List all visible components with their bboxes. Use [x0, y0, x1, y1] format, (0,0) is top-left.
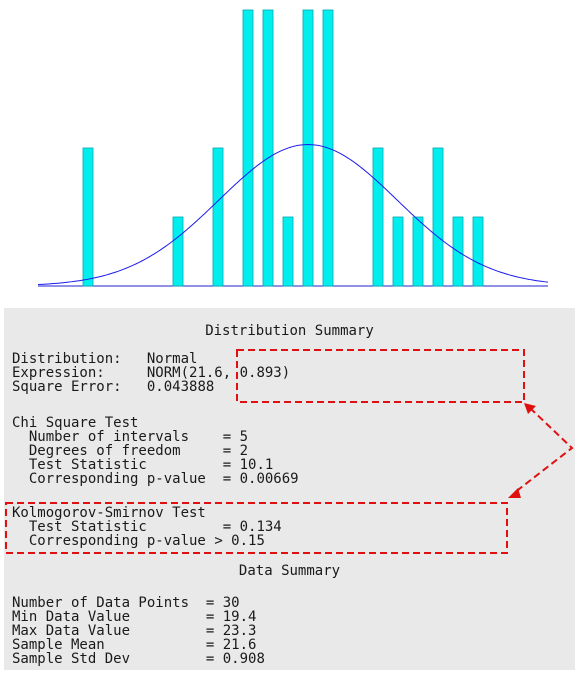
histogram-bar [472, 216, 484, 287]
sd-label: Sample Std Dev [12, 651, 131, 667]
ks-block: Kolmogorov-Smirnov Test Test Statistic =… [12, 506, 282, 548]
min-value: = 19.4 [205, 609, 257, 625]
histogram-bar [392, 216, 404, 287]
n-value: = 30 [205, 595, 240, 611]
summary-panel: Distribution Summary Distribution: Norma… [4, 308, 575, 670]
ks-p-value: > 0.15 [214, 533, 265, 549]
histogram-bar [282, 216, 294, 287]
intervals-value: = 5 [222, 429, 249, 445]
data-summary-block: Number of Data Points = 30 Min Data Valu… [12, 596, 265, 666]
histogram-bar [172, 216, 184, 287]
histogram-bar [412, 216, 424, 287]
histogram-bar [212, 147, 224, 287]
max-label: Max Data Value [12, 623, 131, 639]
histogram-bar [262, 9, 274, 287]
n-label: Number of Data Points [12, 595, 190, 611]
mean-value: = 21.6 [205, 637, 257, 653]
distribution-block: Distribution: Normal Expression: NORM(21… [12, 352, 290, 394]
data-summary-title: Data Summary [238, 563, 341, 579]
max-value: = 23.3 [205, 623, 257, 639]
chi-square-block: Chi Square Test Number of intervals = 5 … [12, 416, 299, 486]
ks-p-label: Corresponding p-value [28, 533, 206, 549]
square-error-label: Square Error: [12, 379, 122, 395]
histogram-chart [37, 9, 549, 287]
histogram-bar [432, 147, 444, 287]
chi-p-value: = 0.00669 [222, 471, 299, 487]
chi-stat-label: Test Statistic [28, 457, 147, 473]
intervals-label: Number of intervals [28, 429, 190, 445]
mean-label: Sample Mean [12, 637, 105, 653]
dof-label: Degrees of freedom [28, 443, 181, 459]
dof-value: = 2 [222, 443, 249, 459]
distribution-value: Normal [146, 351, 198, 367]
distribution-label: Distribution: [12, 351, 122, 367]
chi-square-title: Chi Square Test [12, 415, 139, 431]
histogram-bar [82, 147, 94, 287]
expression-label: Expression: [12, 365, 105, 381]
distribution-summary-title: Distribution Summary [205, 323, 374, 339]
chi-stat-value: = 10.1 [222, 457, 274, 473]
histogram-bar [302, 9, 314, 287]
min-label: Min Data Value [12, 609, 131, 625]
square-error-value: 0.043888 [146, 379, 215, 395]
histogram-bar [242, 9, 254, 287]
sd-value: = 0.908 [205, 651, 265, 667]
normal-fit-curve [37, 144, 549, 286]
histogram-bar [372, 147, 384, 287]
chi-p-label: Corresponding p-value [28, 471, 206, 487]
histogram-bars [82, 9, 484, 287]
